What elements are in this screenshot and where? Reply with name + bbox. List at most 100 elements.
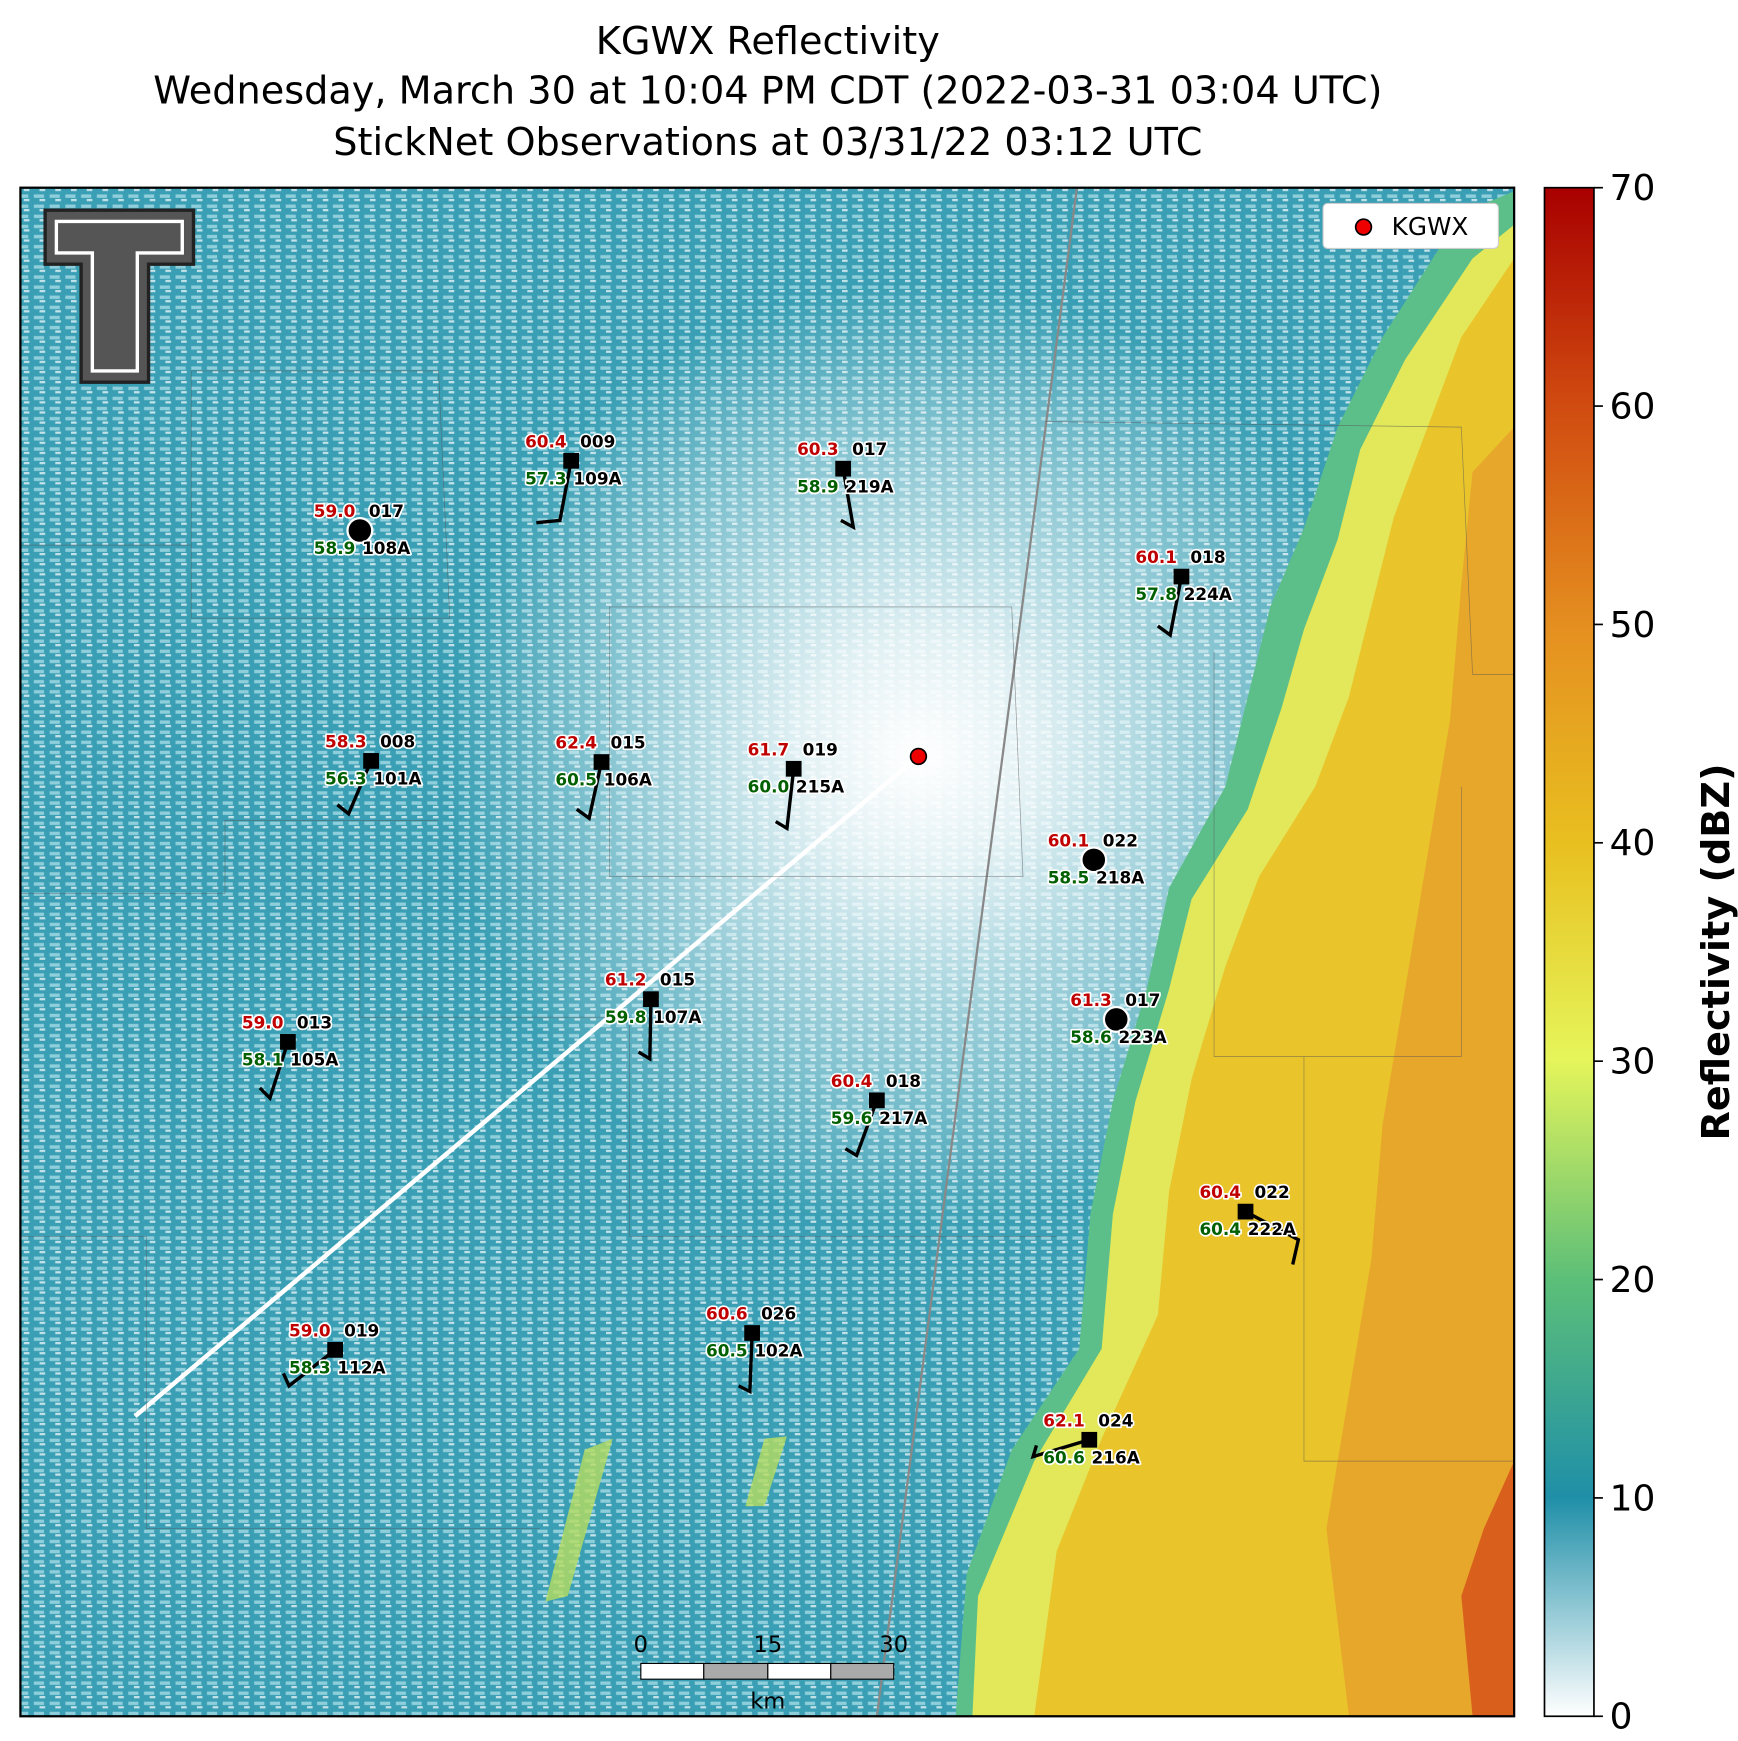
temperature: 58.3 [325, 731, 367, 751]
scale-label: 0 [634, 1632, 648, 1658]
station-marker [1080, 846, 1108, 874]
temperature: 60.4 [831, 1071, 873, 1091]
temperature: 60.6 [706, 1304, 748, 1324]
dewpoint: 60.5 [706, 1341, 748, 1361]
dewpoint: 60.5 [555, 770, 597, 790]
dewpoint: 60.4 [1199, 1219, 1241, 1239]
wind-speed: 019 [803, 739, 838, 759]
dewpoint: 56.3 [325, 769, 367, 789]
wind-barb [1030, 1438, 1090, 1460]
wind-speed: 018 [1190, 547, 1225, 567]
temperature: 60.1 [1135, 547, 1177, 567]
station-marker [1102, 1005, 1130, 1033]
legend: KGWX [1322, 202, 1499, 249]
wind-speed: 019 [344, 1320, 379, 1340]
dewpoint: 60.6 [1043, 1447, 1085, 1467]
colorbar-tick-label: 20 [1610, 1260, 1656, 1301]
station-marker [363, 753, 379, 769]
station-id: 224A [1184, 584, 1232, 604]
station-id: 218A [1096, 867, 1144, 887]
temperature: 61.7 [748, 739, 790, 759]
station-marker [744, 1325, 760, 1341]
station-marker [643, 991, 659, 1008]
station-marker [1173, 568, 1190, 585]
colorbar-tick-label: 10 [1610, 1478, 1656, 1519]
wind-barb [1156, 576, 1184, 638]
station-id: 223A [1119, 1027, 1167, 1047]
wind-speed: 015 [660, 970, 695, 990]
station-id: 215A [796, 776, 844, 796]
dewpoint: 57.8 [1135, 584, 1177, 604]
scale-label: 15 [754, 1632, 783, 1658]
station-marker [1237, 1203, 1254, 1220]
temperature: 60.3 [797, 439, 839, 459]
dewpoint: 59.6 [831, 1108, 873, 1128]
temperature: 62.1 [1043, 1410, 1085, 1430]
wind-speed: 017 [369, 501, 404, 521]
dewpoint: 58.1 [242, 1050, 284, 1070]
station-id: 217A [879, 1108, 927, 1128]
colorbar-tick-label: 70 [1610, 168, 1656, 209]
wind-speed: 017 [1125, 990, 1160, 1010]
station-marker [869, 1092, 885, 1109]
colorbar-tick-label: 40 [1610, 823, 1656, 864]
wind-barb [844, 1099, 879, 1158]
dewpoint: 58.6 [1070, 1027, 1112, 1047]
wind-barb [840, 468, 856, 531]
wind-speed: 013 [297, 1012, 332, 1032]
wind-barb [1244, 1210, 1301, 1265]
colorbar [1543, 186, 1595, 1718]
colorbar-tick-label: 50 [1610, 605, 1656, 646]
dewpoint: 60.0 [748, 776, 790, 796]
station-id: 219A [845, 476, 893, 496]
wind-barb [536, 460, 573, 525]
station-id: 101A [373, 769, 421, 789]
station-marker [280, 1034, 296, 1050]
title: KGWX Reflectivity [596, 20, 940, 64]
temperature: 59.0 [242, 1012, 284, 1032]
scale-bar: 0 15 30 km [634, 1632, 908, 1714]
title: StickNet Observations at 03/31/22 03:12 … [333, 121, 1202, 165]
station-id: 105A [290, 1050, 338, 1070]
temperature: 59.0 [314, 501, 356, 521]
wind-barb [637, 999, 653, 1062]
temperature: 60.1 [1048, 830, 1090, 850]
dewpoint: 58.9 [797, 476, 839, 496]
wind-barb [575, 761, 604, 822]
wind-speed: 009 [580, 431, 615, 451]
station-id: 106A [604, 770, 652, 790]
station-id: 102A [754, 1341, 802, 1361]
temperature: 61.3 [1070, 990, 1112, 1010]
scale-unit: km [750, 1688, 785, 1714]
wind-barb [281, 1348, 337, 1389]
station-marker [593, 754, 610, 770]
colorbar-label: Reflectivity (dBZ) [1695, 763, 1738, 1140]
legend-label: KGWX [1392, 212, 1469, 241]
wind-speed: 022 [1255, 1182, 1290, 1202]
dewpoint: 57.3 [525, 468, 567, 488]
temperature: 60.4 [525, 431, 567, 451]
station-marker [327, 1341, 343, 1358]
colorbar-tick-label: 0 [1610, 1697, 1633, 1738]
wind-barb [737, 1332, 754, 1395]
temperature: 59.0 [289, 1320, 331, 1340]
station-id: 107A [653, 1007, 701, 1027]
radar-field [20, 187, 1515, 1717]
temperature: 61.2 [605, 970, 647, 990]
logo [43, 208, 196, 384]
station-id: 109A [573, 468, 621, 488]
temperature: 62.4 [555, 733, 597, 753]
wind-speed: 022 [1103, 830, 1138, 850]
temperature: 60.4 [1199, 1182, 1241, 1202]
station-id: 216A [1092, 1447, 1140, 1467]
dewpoint: 59.8 [605, 1007, 647, 1027]
wind-speed: 008 [380, 731, 415, 751]
colorbar-tick-label: 60 [1610, 386, 1656, 427]
wind-speed: 018 [886, 1071, 921, 1091]
station-marker [1081, 1431, 1098, 1448]
wind-speed: 015 [610, 733, 645, 753]
wind-barb [258, 1041, 290, 1102]
station-id: 222A [1248, 1219, 1296, 1239]
dewpoint: 58.9 [314, 538, 356, 558]
